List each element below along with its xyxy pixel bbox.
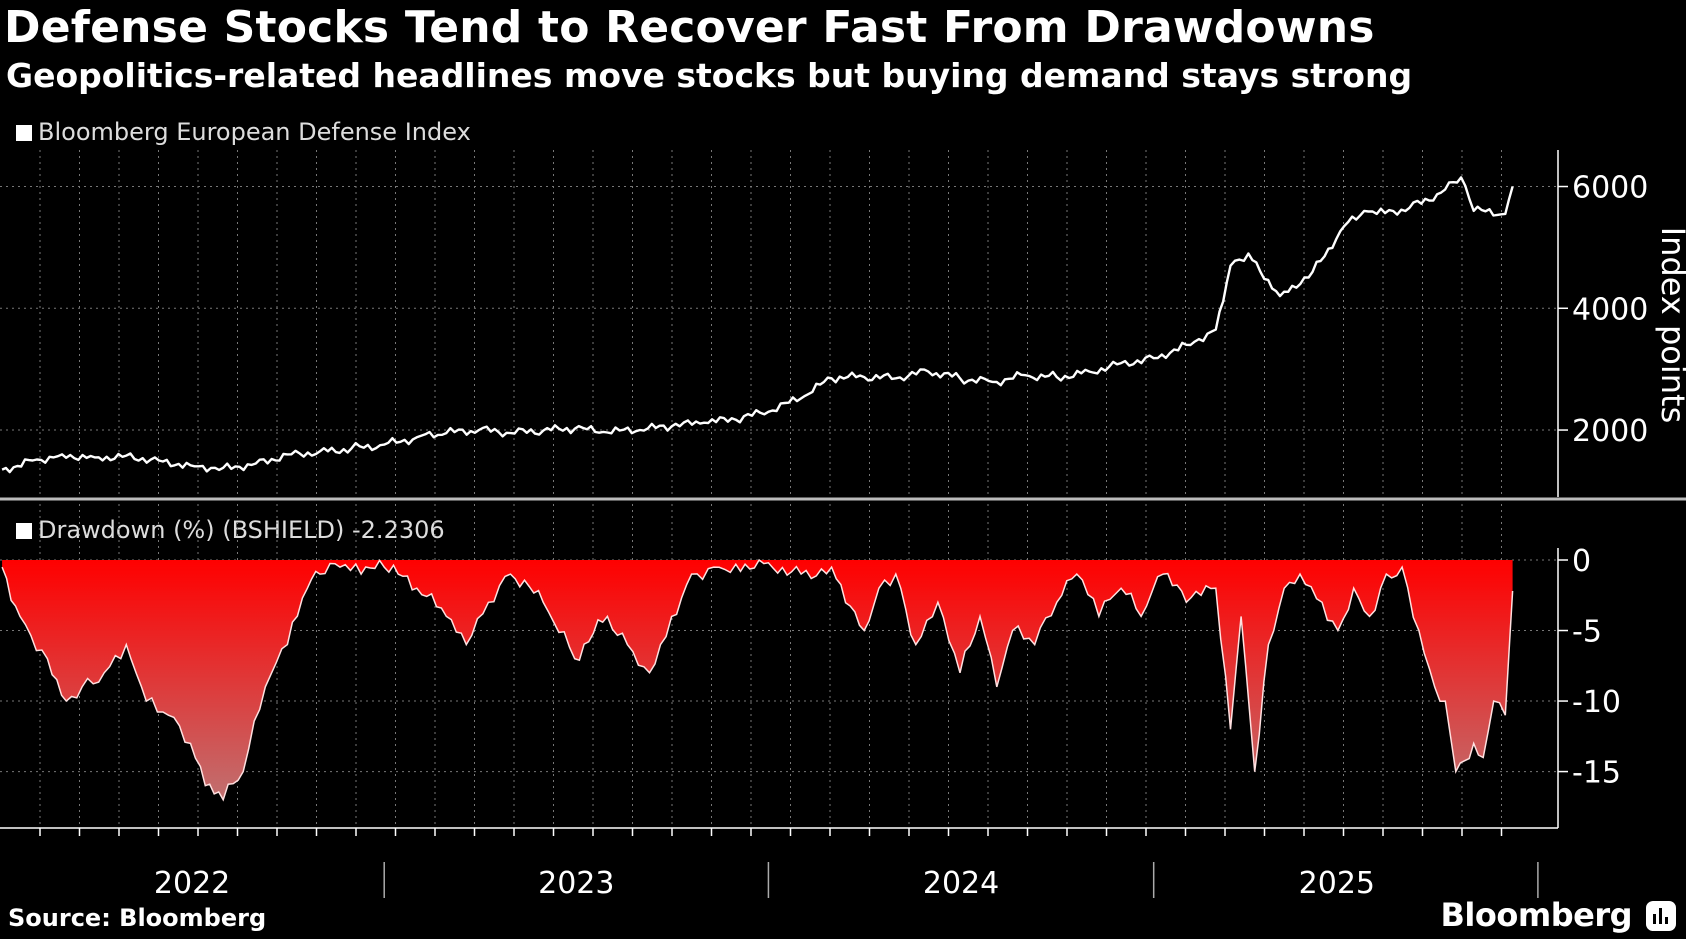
index-y-axis-label: Index points (1654, 227, 1686, 424)
drawdown-line (1, 558, 1514, 802)
x-tick-label: 2023 (538, 866, 614, 901)
drawdown-y-tick-label: -15 (1572, 756, 1621, 791)
legend-swatch-index (16, 125, 32, 141)
legend-swatch-drawdown (16, 523, 32, 539)
drawdown-y-tick-label: -5 (1572, 615, 1602, 650)
bloomberg-chart-icon (1646, 901, 1676, 931)
series-layer (1, 176, 1514, 802)
axes (0, 150, 1686, 898)
index-legend: Bloomberg European Defense Index (16, 118, 471, 146)
x-tick-label: 2025 (1299, 866, 1375, 901)
index-y-tick-label: 2000 (1572, 414, 1648, 449)
x-tick-label: 2022 (154, 866, 230, 901)
chart-subtitle: Geopolitics-related headlines move stock… (6, 56, 1413, 95)
drawdown-legend: Drawdown (%) (BSHIELD) -2.2306 (16, 516, 445, 544)
drawdown-area (2, 560, 1513, 800)
drawdown-y-tick-label: 0 (1572, 544, 1591, 579)
index-legend-label: Bloomberg European Defense Index (38, 118, 471, 146)
bloomberg-logo: Bloomberg (1440, 896, 1633, 934)
source-note: Source: Bloomberg (8, 904, 267, 932)
x-tick-label: 2024 (923, 866, 999, 901)
index-line (1, 176, 1514, 474)
chart-title: Defense Stocks Tend to Recover Fast From… (4, 2, 1375, 53)
index-y-tick-label: 6000 (1572, 171, 1648, 206)
index-y-tick-label: 4000 (1572, 292, 1648, 327)
drawdown-legend-label: Drawdown (%) (BSHIELD) -2.2306 (38, 516, 445, 544)
drawdown-y-tick-label: -10 (1572, 685, 1621, 720)
